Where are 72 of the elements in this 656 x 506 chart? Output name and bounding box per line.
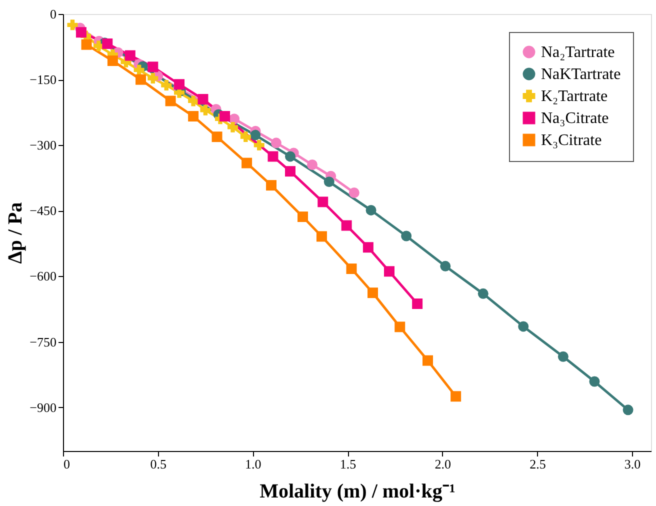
point	[394, 322, 406, 332]
point	[174, 79, 185, 90]
point	[589, 376, 600, 387]
point	[67, 20, 78, 30]
point	[148, 72, 158, 84]
x-tick-label: 0	[64, 456, 70, 472]
point	[318, 196, 328, 208]
y-tick-label: 0	[50, 6, 56, 22]
legend-label: Na₃Citrate	[541, 110, 609, 127]
point	[341, 220, 352, 231]
point	[220, 111, 230, 122]
point	[298, 212, 308, 222]
x-tick-label: 1.5	[340, 456, 356, 472]
point	[81, 39, 92, 50]
point	[136, 74, 146, 85]
point	[316, 231, 327, 242]
point	[188, 96, 199, 106]
point	[362, 242, 374, 253]
x-tick-label: 1.0	[245, 456, 262, 472]
point	[76, 27, 86, 38]
x-tick-label: 3.0	[624, 456, 641, 472]
point	[401, 230, 412, 242]
point	[124, 50, 136, 61]
point	[148, 62, 158, 72]
point	[384, 266, 394, 277]
x-tick-label: 2.0	[434, 456, 451, 472]
point	[366, 204, 376, 216]
point	[324, 176, 334, 188]
point	[422, 355, 433, 366]
y-tick-label: −450	[30, 203, 56, 218]
point	[270, 138, 282, 148]
point	[188, 111, 199, 122]
y-tick-label: −300	[30, 138, 56, 153]
point	[165, 96, 176, 106]
point	[200, 104, 211, 116]
y-axis-title: Δp / Pa	[4, 202, 27, 264]
point	[284, 166, 296, 177]
point	[240, 132, 251, 142]
legend-label: Na₂Tartrate	[541, 44, 615, 61]
point	[622, 404, 634, 416]
point	[134, 64, 144, 76]
point	[107, 56, 118, 66]
y-tick-label: −600	[30, 268, 56, 284]
point	[242, 158, 252, 168]
point	[228, 122, 238, 132]
point	[212, 132, 222, 142]
y-tick-label: −150	[30, 72, 56, 88]
x-tick-label: 0.5	[150, 456, 166, 472]
legend-label: K₃Citrate	[541, 132, 602, 149]
point	[161, 80, 172, 90]
y-tick-label: −900	[30, 400, 56, 415]
point	[268, 151, 278, 162]
y-tick-label: −750	[30, 334, 56, 350]
point	[478, 288, 488, 299]
point	[348, 188, 360, 198]
legend-label: NaKTartrate	[541, 66, 621, 83]
point	[346, 264, 357, 274]
point	[284, 151, 296, 162]
x-tick-label: 2.5	[530, 456, 546, 472]
point	[250, 130, 261, 140]
point	[266, 180, 277, 191]
point	[558, 351, 568, 362]
point	[412, 298, 423, 309]
point	[368, 288, 378, 298]
point	[450, 391, 462, 402]
legend-label: K₂Tartrate	[541, 88, 608, 105]
point	[198, 94, 208, 104]
point	[518, 321, 529, 332]
point	[306, 160, 318, 170]
x-axis-title: Molality (m) / mol·kg⁻¹	[260, 480, 456, 502]
point	[440, 260, 451, 272]
point	[254, 140, 264, 150]
